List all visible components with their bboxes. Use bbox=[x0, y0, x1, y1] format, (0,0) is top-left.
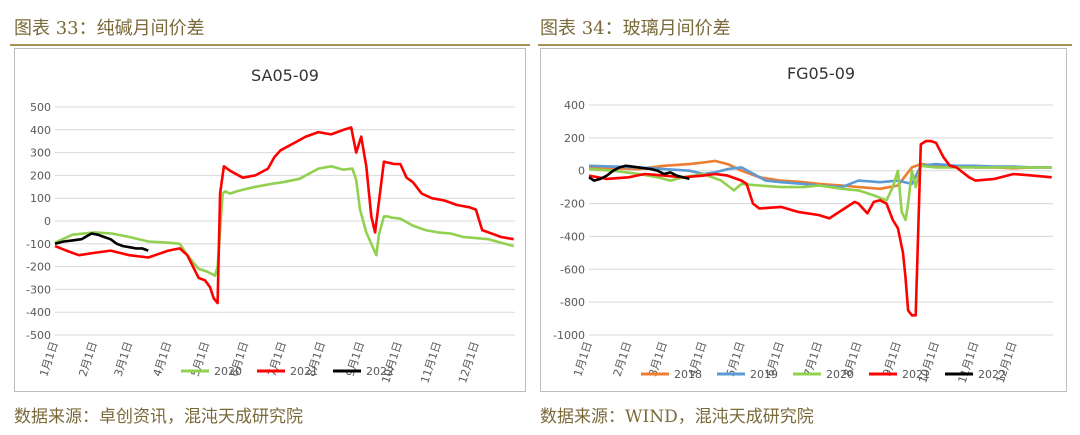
sa-chart-title: SA05-09 bbox=[251, 66, 319, 85]
right-source-note: 数据来源：WIND，混沌天成研究院 bbox=[540, 407, 814, 427]
fg-y-tick-label: 200 bbox=[564, 132, 585, 145]
sa-chart: SA05-09 500 400 300 200 100 0 -100 -200 -300 -400 -… bbox=[26, 66, 515, 385]
sa-y-tick-label: -100 bbox=[26, 238, 51, 251]
fg-y-tick-label: 0 bbox=[578, 165, 585, 178]
fg-legend-label-2022: 2022 bbox=[978, 368, 1006, 381]
sa-x-tick-label: 10月1日 bbox=[379, 340, 405, 385]
fg-legend-label-2019: 2019 bbox=[750, 368, 778, 381]
fg-x-tick-label: 5月1日 bbox=[724, 340, 747, 378]
left-chart-panel: SA05-09 500 400 300 200 100 0 -100 -200 -300 -400 -… bbox=[14, 48, 526, 392]
sa-x-tick-label: 12月1日 bbox=[456, 340, 482, 385]
fg-x-tick-label: 7月1日 bbox=[801, 340, 824, 378]
fg-y-tick-label: -600 bbox=[560, 263, 585, 276]
fg-chart-title: FG05-09 bbox=[787, 64, 855, 83]
sa-y-tick-label: 300 bbox=[30, 147, 51, 160]
fg-series-line-2021 bbox=[588, 139, 1052, 317]
sa-x-tick-label: 2月1日 bbox=[76, 340, 99, 378]
fg-y-tick-label: -400 bbox=[560, 230, 585, 243]
sa-x-tick-label: 1月1日 bbox=[37, 340, 60, 378]
sa-series-line-2020 bbox=[54, 165, 515, 277]
sa-x-tick-label: 11月1日 bbox=[418, 340, 444, 385]
sa-y-tick-label: 100 bbox=[30, 192, 51, 205]
sa-legend-label-2022: 2022 bbox=[366, 365, 394, 378]
sa-y-tick-label: -400 bbox=[26, 306, 51, 319]
sa-y-tick-label: -300 bbox=[26, 283, 51, 296]
left-figure-caption: 图表 33：纯碱月间价差 bbox=[14, 18, 205, 39]
fg-x-tick-label: 1月1日 bbox=[571, 340, 594, 378]
sa-y-tick-label: -200 bbox=[26, 261, 51, 274]
sa-y-tick-label: -500 bbox=[26, 329, 51, 342]
right-figure-caption: 图表 34：玻璃月间价差 bbox=[540, 18, 731, 39]
fg-legend-label-2018: 2018 bbox=[674, 368, 702, 381]
fg-y-tick-label: -800 bbox=[560, 296, 585, 309]
sa-series-line-2021 bbox=[54, 126, 514, 305]
sa-legend-label-2021: 2021 bbox=[290, 365, 318, 378]
fg-series-line-2022 bbox=[588, 164, 690, 182]
sa-series-line-2022 bbox=[54, 232, 149, 252]
fg-x-tick-label: 2月1日 bbox=[611, 340, 634, 378]
fg-x-tick-label: 9月1日 bbox=[880, 340, 903, 378]
sa-x-tick-label: 3月1日 bbox=[112, 340, 135, 378]
fg-legend-label-2021: 2021 bbox=[902, 368, 930, 381]
sa-y-tick-label: 500 bbox=[30, 101, 51, 114]
sa-y-tick-label: 0 bbox=[44, 215, 51, 228]
right-caption-rule bbox=[538, 44, 1072, 46]
left-caption-rule bbox=[10, 44, 530, 46]
fg-x-tick-label: 3月1日 bbox=[646, 340, 669, 378]
right-chart-panel: FG05-09 400 200 0 -200 -400 -600 -800 -1000 1月1日 2… bbox=[540, 48, 1067, 392]
fg-y-tick-label: 400 bbox=[564, 99, 585, 112]
fg-y-tick-label: -1000 bbox=[553, 329, 585, 342]
sa-x-tick-label: 4月1日 bbox=[151, 340, 174, 378]
left-source-note: 数据来源：卓创资讯，混沌天成研究院 bbox=[14, 407, 303, 427]
sa-y-tick-label: 400 bbox=[30, 124, 51, 137]
fg-y-tick-label: -200 bbox=[560, 198, 585, 211]
sa-y-tick-label: 200 bbox=[30, 169, 51, 182]
fg-legend-label-2020: 2020 bbox=[826, 368, 854, 381]
sa-legend-label-2020: 2020 bbox=[214, 365, 242, 378]
